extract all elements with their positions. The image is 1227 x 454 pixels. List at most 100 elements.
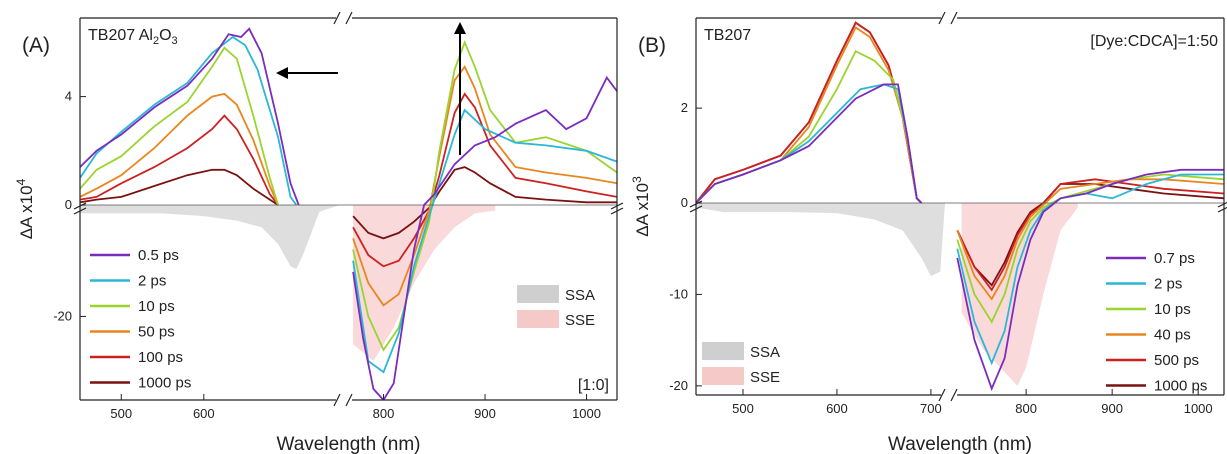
- series-line-lower-0.5ps: [352, 75, 617, 400]
- y-break-mark: [610, 202, 624, 210]
- y-tick-label: -20: [53, 308, 72, 323]
- sample-label-tail: O: [159, 27, 171, 44]
- axes-frame: [73, 11, 624, 407]
- series-line-lower-1000ps: [352, 166, 617, 240]
- arrow-up-head: [454, 22, 466, 34]
- series-line-upper-50ps: [80, 92, 279, 206]
- arrow-left-head: [276, 67, 288, 79]
- x-tick-label: 900: [1101, 401, 1123, 416]
- ref-legend-swatch: [517, 310, 559, 328]
- ref-legend-label: SSA: [750, 344, 780, 361]
- ratio-label: [1:0]: [578, 377, 609, 394]
- series-line-lower-0.7ps: [956, 168, 1224, 392]
- series-line-upper-0.5ps: [80, 27, 300, 206]
- x-tick-label: 500: [110, 406, 132, 421]
- ref-legend-label: SSE: [565, 312, 595, 329]
- y-break-mark: [1217, 201, 1227, 208]
- series-line-upper-10ps: [80, 46, 279, 206]
- x-tick-label: 900: [474, 406, 496, 421]
- sample-label-sub2: 3: [172, 35, 178, 47]
- y-tick-label: -10: [669, 286, 688, 301]
- legend-label: 10 ps: [138, 298, 175, 315]
- series-line-upper-2ps: [696, 83, 923, 204]
- x-tick-label: 1000: [1184, 401, 1213, 416]
- series-lines: [80, 27, 617, 400]
- x-axis-label: Wavelength (nm): [277, 434, 421, 454]
- legend-label: 10 ps: [1154, 301, 1191, 318]
- x-tick-label: 800: [373, 406, 395, 421]
- ref-legend-label: SSA: [565, 287, 595, 304]
- y-axis-label-exponent: 4: [14, 178, 28, 185]
- x-axis-label: Wavelength (nm): [888, 434, 1032, 454]
- y-break-mark: [73, 202, 87, 210]
- series-line-upper-2ps: [80, 35, 298, 206]
- y-tick-label: -20: [669, 378, 688, 393]
- series-line-lower-2ps: [352, 108, 617, 374]
- legend-label: 2 ps: [1154, 276, 1182, 293]
- x-break-mark: [345, 11, 353, 25]
- legend-label: 500 ps: [1154, 352, 1199, 369]
- series-line-upper-1000ps: [696, 21, 923, 204]
- legend-label: 50 ps: [138, 324, 175, 341]
- ssa-band: [696, 203, 945, 277]
- series-lines: [696, 21, 1224, 392]
- legend-label: 2 ps: [138, 273, 166, 290]
- panel-a: 500 600 800 900 1000 0 4 -20 Wavelength (nm) ΔA x…: [14, 11, 624, 454]
- legend-label: 1000 ps: [138, 375, 191, 392]
- axes-frame: [689, 11, 1227, 402]
- x-tick-label: 600: [193, 406, 215, 421]
- legend-label: 0.7 ps: [1154, 250, 1195, 267]
- y-axis-label-exponent: 3: [630, 176, 644, 183]
- y-axis-label: ΔA x104: [14, 178, 36, 239]
- x-break-mark: [333, 11, 341, 25]
- ref-legend-swatch: [702, 342, 744, 360]
- series-line-upper-0.7ps: [696, 83, 923, 204]
- series-line-lower-10ps: [352, 39, 617, 352]
- y-break-mark: [689, 200, 703, 208]
- series-line-lower-100ps: [352, 92, 617, 268]
- series-line-upper-40ps: [696, 26, 923, 204]
- y-break-mark: [689, 205, 703, 213]
- x-break-mark: [345, 393, 353, 407]
- y-tick-label: 2: [681, 100, 688, 115]
- x-break-mark: [938, 388, 946, 402]
- legend-label: 100 ps: [138, 349, 183, 366]
- panel-b: 500 600 700 800 900 1000 0 2 -10 -20 Wavelength (n…: [630, 11, 1227, 454]
- x-tick-label: 700: [920, 401, 942, 416]
- ratio-label: [Dye:CDCA]=1:50: [1090, 33, 1218, 50]
- y-break-mark: [73, 207, 87, 215]
- ref-legend-swatch: [517, 285, 559, 303]
- x-break-mark: [333, 393, 341, 407]
- sample-label: TB207: [704, 27, 751, 44]
- y-break-mark: [1217, 206, 1227, 213]
- panel-label: (B): [638, 34, 666, 57]
- panel-label: (A): [22, 34, 50, 57]
- legend-label: 40 ps: [1154, 327, 1191, 344]
- sse-band: [353, 205, 496, 361]
- x-tick-label: 800: [1015, 401, 1037, 416]
- trend-arrows: [276, 22, 466, 155]
- series-line-upper-500ps: [696, 21, 923, 204]
- y-tick-label: 0: [65, 197, 72, 212]
- series-line-lower-2ps: [956, 173, 1224, 366]
- sample-label: TB207 Al2O3: [88, 27, 178, 47]
- y-tick-label: 0: [681, 195, 688, 210]
- x-tick-label: 500: [732, 401, 754, 416]
- x-tick-label: 600: [826, 401, 848, 416]
- x-break-mark: [938, 11, 946, 25]
- sample-label-sub: 2: [153, 35, 159, 47]
- ssa-band: [80, 205, 340, 270]
- ref-legend-label: SSE: [750, 369, 780, 386]
- series-line-upper-1000ps: [80, 168, 279, 206]
- x-tick-label: 1000: [572, 406, 601, 421]
- ref-legend-swatch: [702, 367, 744, 385]
- y-break-mark: [610, 207, 624, 215]
- y-axis-label: ΔA x103: [630, 176, 652, 237]
- x-break-mark: [950, 388, 958, 402]
- legend-label: 0.5 ps: [138, 247, 179, 264]
- legend-label: 1000 ps: [1154, 378, 1207, 395]
- sse-band: [961, 203, 1078, 386]
- series-line-lower-500ps: [956, 178, 1224, 292]
- series-line-lower-50ps: [352, 65, 617, 307]
